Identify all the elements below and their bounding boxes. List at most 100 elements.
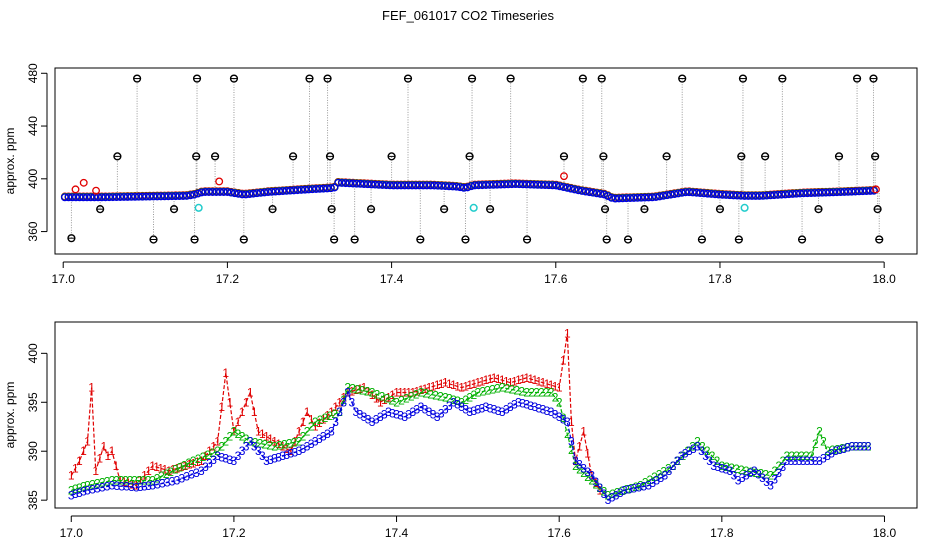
trend-point bbox=[112, 193, 121, 202]
outlier-point bbox=[737, 152, 746, 161]
series-marker-3: 3 bbox=[159, 477, 166, 491]
series-marker-3: 3 bbox=[133, 480, 140, 494]
series-marker-2: 2 bbox=[257, 436, 264, 450]
trend-point bbox=[79, 193, 88, 202]
series-marker-2: 2 bbox=[479, 385, 486, 399]
trend-point bbox=[537, 180, 546, 189]
series-marker-3: 3 bbox=[491, 403, 498, 417]
series-marker-2: 2 bbox=[633, 480, 640, 494]
trend-point bbox=[142, 192, 151, 201]
series-marker-2: 2 bbox=[300, 430, 307, 444]
series-marker-2: 2 bbox=[181, 458, 188, 472]
series-marker-1: 1 bbox=[385, 390, 392, 404]
series-marker-1: 1 bbox=[182, 459, 189, 473]
series-marker-2: 2 bbox=[422, 386, 429, 400]
trend-point bbox=[393, 181, 402, 190]
series-marker-3: 3 bbox=[344, 385, 351, 399]
trend-point bbox=[153, 192, 162, 201]
series-marker-2: 2 bbox=[427, 387, 434, 401]
series-marker-1: 1 bbox=[491, 371, 498, 385]
series-marker-1: 1 bbox=[414, 384, 421, 398]
series-marker-3: 3 bbox=[179, 472, 186, 486]
trend-point bbox=[315, 184, 324, 193]
trend-point bbox=[201, 188, 210, 196]
series-marker-3: 3 bbox=[401, 410, 408, 424]
series-marker-2: 2 bbox=[331, 407, 338, 421]
series-marker-1: 1 bbox=[247, 385, 254, 399]
y-tick-label: 400 bbox=[26, 168, 40, 188]
series-marker-1: 1 bbox=[226, 395, 233, 409]
series-marker-1: 1 bbox=[519, 372, 526, 386]
x-tick-label: 17.0 bbox=[60, 526, 84, 540]
series-marker-2: 2 bbox=[113, 474, 120, 488]
trend-point bbox=[267, 187, 276, 196]
series-marker-2: 2 bbox=[205, 448, 212, 462]
series-marker-2: 2 bbox=[200, 450, 207, 464]
outlier-point bbox=[67, 234, 76, 243]
series-marker-3: 3 bbox=[304, 439, 311, 453]
trend-point bbox=[448, 182, 457, 191]
trend-point bbox=[755, 192, 764, 200]
series-marker-2: 2 bbox=[808, 449, 815, 463]
trend-point bbox=[821, 188, 830, 197]
series-marker-3: 3 bbox=[784, 454, 791, 468]
outlier-point bbox=[327, 205, 336, 214]
series-marker-1: 1 bbox=[149, 459, 156, 473]
series-marker-2: 2 bbox=[104, 475, 111, 489]
series-marker-3: 3 bbox=[662, 469, 669, 483]
trend-point bbox=[829, 188, 838, 197]
series-marker-2: 2 bbox=[605, 488, 612, 502]
series-line-2 bbox=[71, 386, 869, 496]
series-marker-2: 2 bbox=[523, 385, 530, 399]
series-marker-2: 2 bbox=[131, 474, 138, 488]
x-tick-label: 18.0 bbox=[872, 272, 896, 286]
series-marker-1: 1 bbox=[527, 372, 534, 386]
series-marker-3: 3 bbox=[804, 454, 811, 468]
series-marker-3: 3 bbox=[72, 487, 79, 501]
series-marker-3: 3 bbox=[259, 449, 266, 463]
series-marker-3: 3 bbox=[645, 478, 652, 492]
trend-point bbox=[245, 190, 254, 198]
trend-point bbox=[740, 192, 749, 200]
series-marker-2: 2 bbox=[172, 463, 179, 477]
series-marker-3: 3 bbox=[572, 454, 579, 468]
series-marker-1: 1 bbox=[105, 449, 112, 463]
series-marker-3: 3 bbox=[597, 481, 604, 495]
series-marker-2: 2 bbox=[266, 438, 273, 452]
series-marker-3: 3 bbox=[849, 439, 856, 453]
x-tick-label: 17.0 bbox=[52, 272, 76, 286]
series-marker-3: 3 bbox=[446, 399, 453, 413]
series-marker-2: 2 bbox=[122, 474, 129, 488]
trend-point bbox=[559, 183, 568, 192]
trend-point bbox=[456, 183, 465, 192]
x-tick-label: 18.0 bbox=[873, 526, 897, 540]
series-marker-3: 3 bbox=[141, 479, 148, 493]
series-marker-2: 2 bbox=[364, 385, 371, 399]
trend-point bbox=[452, 182, 461, 191]
series-marker-1: 1 bbox=[198, 454, 205, 468]
series-marker-2: 2 bbox=[614, 485, 621, 499]
trend-point bbox=[134, 192, 143, 201]
trend-point bbox=[289, 186, 298, 195]
series-marker-2: 2 bbox=[475, 385, 482, 399]
trend-point bbox=[304, 185, 313, 194]
outlier-point bbox=[486, 205, 495, 214]
trend-point bbox=[60, 193, 69, 202]
series-marker-3: 3 bbox=[743, 469, 750, 483]
trend-point bbox=[253, 189, 261, 198]
series-marker-2: 2 bbox=[418, 385, 425, 399]
series-marker-1: 1 bbox=[568, 415, 575, 429]
series-marker-2: 2 bbox=[222, 434, 229, 448]
series-marker-3: 3 bbox=[836, 443, 843, 457]
trend-point bbox=[862, 187, 871, 196]
red-high-point bbox=[215, 177, 224, 186]
series-marker-1: 1 bbox=[507, 376, 514, 390]
series-marker-1: 1 bbox=[292, 434, 299, 448]
series-marker-1: 1 bbox=[369, 388, 376, 402]
series-marker-2: 2 bbox=[684, 444, 691, 458]
series-marker-3: 3 bbox=[674, 454, 681, 468]
trend-point bbox=[467, 182, 476, 191]
series-marker-2: 2 bbox=[820, 434, 827, 448]
series-marker-3: 3 bbox=[109, 478, 116, 492]
outlier-point bbox=[440, 205, 449, 214]
